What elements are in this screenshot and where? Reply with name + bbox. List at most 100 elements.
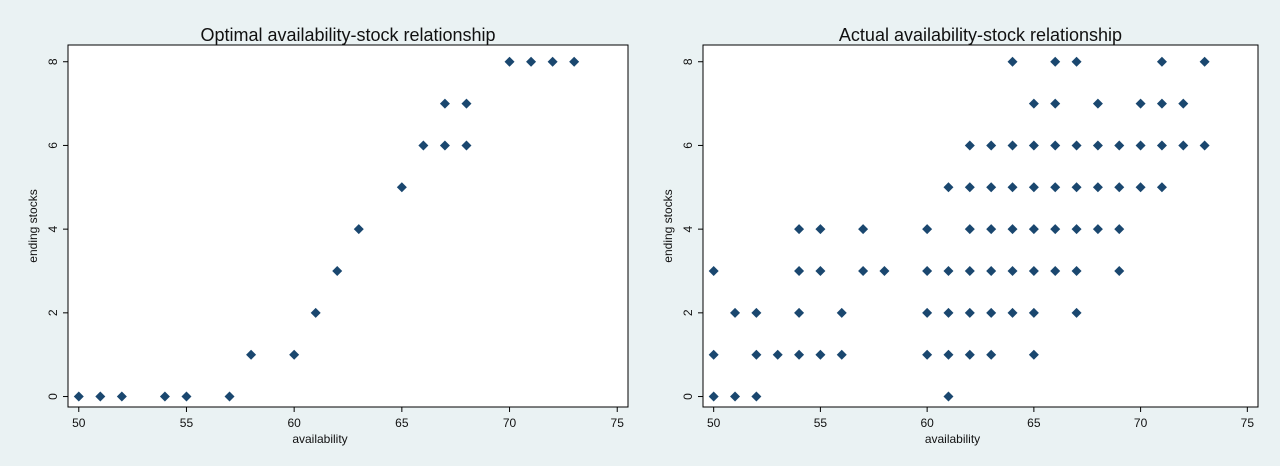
point xyxy=(439,98,450,109)
point xyxy=(751,349,762,360)
point xyxy=(943,391,954,402)
plot-area xyxy=(702,44,1259,408)
point xyxy=(772,349,783,360)
point xyxy=(181,391,192,402)
point xyxy=(1135,98,1146,109)
point xyxy=(964,182,975,193)
x-tick-label: 55 xyxy=(814,416,828,430)
x-tick-label: 70 xyxy=(1134,416,1148,430)
point xyxy=(1071,56,1082,67)
point xyxy=(1114,265,1125,276)
point xyxy=(858,224,869,235)
point xyxy=(1050,182,1061,193)
x-tick-label: 75 xyxy=(611,416,625,430)
point xyxy=(730,391,741,402)
point xyxy=(1114,140,1125,151)
point xyxy=(1050,224,1061,235)
point xyxy=(224,391,235,402)
point xyxy=(1028,224,1039,235)
point xyxy=(1135,182,1146,193)
point xyxy=(986,140,997,151)
x-tick-label: 75 xyxy=(1241,416,1255,430)
chart-title: Actual availability-stock relationship xyxy=(839,25,1122,45)
point xyxy=(708,265,719,276)
point xyxy=(1071,182,1082,193)
point xyxy=(1028,140,1039,151)
point xyxy=(332,265,343,276)
point xyxy=(794,224,805,235)
point xyxy=(751,307,762,318)
point xyxy=(943,349,954,360)
x-tick-label: 50 xyxy=(72,416,86,430)
point xyxy=(922,224,933,235)
point xyxy=(418,140,429,151)
point xyxy=(986,349,997,360)
x-tick-label: 50 xyxy=(707,416,721,430)
point xyxy=(815,349,826,360)
point xyxy=(986,307,997,318)
x-tick-label: 65 xyxy=(395,416,409,430)
point xyxy=(1050,265,1061,276)
point xyxy=(922,307,933,318)
plot-area xyxy=(67,44,629,408)
y-tick-label: 4 xyxy=(46,225,60,232)
point xyxy=(547,56,558,67)
y-tick-label: 8 xyxy=(681,58,695,65)
point xyxy=(73,391,84,402)
point xyxy=(708,391,719,402)
point xyxy=(836,349,847,360)
point xyxy=(815,224,826,235)
point xyxy=(964,265,975,276)
point xyxy=(1156,140,1167,151)
x-tick-label: 65 xyxy=(1027,416,1041,430)
point xyxy=(1092,98,1103,109)
point xyxy=(943,182,954,193)
y-tick-label: 6 xyxy=(681,142,695,149)
point xyxy=(1199,140,1210,151)
point xyxy=(964,349,975,360)
point xyxy=(1028,182,1039,193)
y-tick-label: 0 xyxy=(681,393,695,400)
x-tick-label: 70 xyxy=(503,416,517,430)
point xyxy=(1135,140,1146,151)
point xyxy=(922,349,933,360)
point xyxy=(1071,307,1082,318)
point xyxy=(396,182,407,193)
point xyxy=(751,391,762,402)
x-tick-label: 60 xyxy=(287,416,301,430)
point xyxy=(730,307,741,318)
point xyxy=(1092,140,1103,151)
point xyxy=(1199,56,1210,67)
point xyxy=(1007,140,1018,151)
y-tick-label: 6 xyxy=(46,142,60,149)
y-tick-label: 4 xyxy=(681,225,695,232)
point xyxy=(1050,56,1061,67)
point xyxy=(794,265,805,276)
point xyxy=(1071,224,1082,235)
point xyxy=(879,265,890,276)
point xyxy=(708,349,719,360)
point xyxy=(858,265,869,276)
point xyxy=(1050,98,1061,109)
point xyxy=(1178,98,1189,109)
point xyxy=(1007,265,1018,276)
point xyxy=(1007,307,1018,318)
point xyxy=(461,98,472,109)
y-tick-label: 0 xyxy=(46,393,60,400)
y-axis-label: ending stocks xyxy=(26,189,40,262)
point xyxy=(310,307,321,318)
point xyxy=(1156,56,1167,67)
point xyxy=(836,307,847,318)
point xyxy=(986,265,997,276)
point xyxy=(289,349,300,360)
point xyxy=(964,224,975,235)
point xyxy=(1114,182,1125,193)
y-tick-label: 2 xyxy=(681,309,695,316)
point xyxy=(461,140,472,151)
point xyxy=(526,56,537,67)
point xyxy=(943,265,954,276)
point xyxy=(815,265,826,276)
point xyxy=(1028,265,1039,276)
